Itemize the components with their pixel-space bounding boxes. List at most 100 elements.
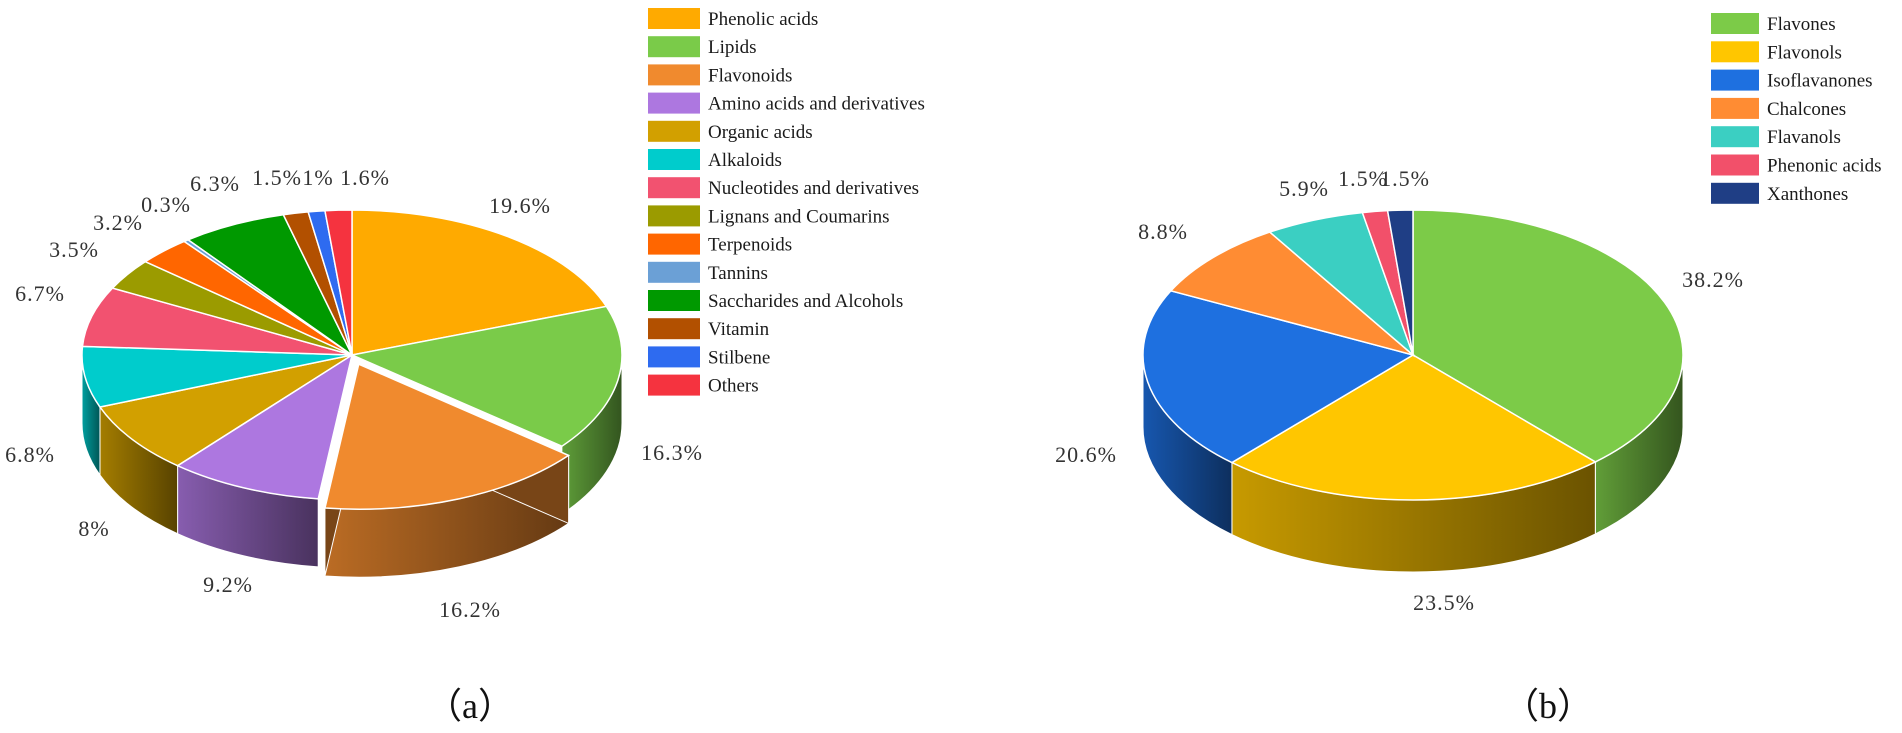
legend-swatch xyxy=(648,374,700,396)
pie-chart-a: 19.6% 16.3% 16.2% 9.2% 8% 6.8% 6.7% 3.5%3.2%0.3… xyxy=(5,8,925,726)
legend-b: Flavones Flavonols Isoflavanones Chalcones F… xyxy=(1711,13,1882,205)
data-label-saccharides-and-alcohols: 6.3% xyxy=(190,171,240,196)
data-label-isoflavanones: 20.6% xyxy=(1055,442,1117,467)
data-label-organic-acids: 8% xyxy=(78,516,109,541)
slice-flavonoids xyxy=(324,363,571,510)
data-label-amino-acids-and-derivatives: 9.2% xyxy=(203,572,253,597)
legend-label: Others xyxy=(708,376,759,397)
slice-xanthones xyxy=(1386,209,1414,356)
slice-isoflavanones xyxy=(1142,289,1415,464)
slice-amino-acids-and-derivatives xyxy=(176,353,354,500)
legend-label: Flavones xyxy=(1767,14,1836,35)
legend-label: Flavanols xyxy=(1767,127,1841,148)
data-label-flavonoids: 16.2% xyxy=(439,597,501,622)
legend-label: Terpenoids xyxy=(708,235,792,256)
data-label-chalcones: 8.8% xyxy=(1138,219,1188,244)
legend-item-phenolic-acids: Phenolic acids xyxy=(648,8,818,30)
legend-label: Phenolic acids xyxy=(708,9,818,30)
pie-chart-b: 38.2%23.5%20.6%8.8%5.9% 1.5%1.5%FlavonesF… xyxy=(1055,13,1882,726)
legend-swatch xyxy=(1711,97,1759,119)
data-label-xanthones: 1.5% xyxy=(1380,166,1430,191)
legend-item-flavonoids: Flavonoids xyxy=(648,64,792,86)
legend-label: Vitamin xyxy=(708,319,770,340)
legend-item-alkaloids: Alkaloids xyxy=(648,149,782,171)
legend-item-chalcones: Chalcones xyxy=(1711,97,1846,120)
data-label-flavonols: 23.5% xyxy=(1413,590,1475,615)
legend-label: Tannins xyxy=(708,263,768,284)
legend-swatch xyxy=(648,233,700,255)
legend-swatch xyxy=(648,92,700,114)
legend-swatch xyxy=(1711,13,1759,34)
legend-a: Phenolic acids Lipids Flavonoids Amino acid… xyxy=(648,8,925,397)
data-label-vitamin: 1.5% xyxy=(252,165,302,190)
legend-swatch xyxy=(1711,69,1759,91)
legend-swatch xyxy=(1711,126,1759,148)
legend-label: Organic acids xyxy=(708,122,813,143)
legend-swatch xyxy=(648,36,700,58)
panel-label-a: （a） xyxy=(426,686,514,726)
legend-item-saccharides-and-alcohols: Saccharides and Alcohols xyxy=(648,290,903,312)
legend-label: Flavonols xyxy=(1767,42,1842,63)
slice-chalcones xyxy=(1169,231,1414,356)
data-label-others: 1.6% xyxy=(340,165,390,190)
legend-swatch xyxy=(648,318,700,340)
legend-item-organic-acids: Organic acids xyxy=(648,120,813,143)
slice-others xyxy=(324,209,353,356)
legend-swatch xyxy=(648,120,700,142)
data-label-nucleotides-and-derivatives: 6.7% xyxy=(15,281,65,306)
legend-label: Amino acids and derivatives xyxy=(708,94,925,115)
legend-label: Stilbene xyxy=(708,347,770,368)
data-label-flavones: 38.2% xyxy=(1682,267,1744,292)
legend-item-lipids: Lipids xyxy=(648,36,757,58)
legend-label: Flavonoids xyxy=(708,65,792,86)
legend-item-tannins: Tannins xyxy=(648,261,768,284)
legend-item-amino-acids-and-derivatives: Amino acids and derivatives xyxy=(648,92,925,115)
legend-label: Alkaloids xyxy=(708,150,782,171)
legend-label: Chalcones xyxy=(1767,99,1846,120)
slice-flavones xyxy=(1412,209,1684,463)
data-label-alkaloids: 6.8% xyxy=(5,442,55,467)
legend-swatch xyxy=(648,8,700,29)
slice-alkaloids xyxy=(81,345,353,408)
slice-phenolic-acids xyxy=(351,209,608,356)
slice-lipids xyxy=(349,305,623,448)
data-label-phenonic-acids: 1.5% xyxy=(1338,166,1388,191)
legend-item-vitamin: Vitamin xyxy=(648,318,770,340)
data-label-lipids: 16.3% xyxy=(641,440,703,465)
data-label-stilbene: 1% xyxy=(302,165,333,190)
legend-item-terpenoids: Terpenoids xyxy=(648,233,792,256)
data-label-tannins: 0.3% xyxy=(141,192,191,217)
legend-label: Lipids xyxy=(708,37,757,58)
legend-item-isoflavanones: Isoflavanones xyxy=(1711,69,1873,92)
legend-item-stilbene: Stilbene xyxy=(648,346,770,368)
data-label-lignans-and-coumarins: 3.5% xyxy=(49,237,99,262)
legend-swatch xyxy=(648,346,700,368)
data-label-terpenoids: 3.2% xyxy=(93,210,143,235)
legend-label: Phenonic acids xyxy=(1767,156,1882,177)
legend-swatch xyxy=(648,205,700,227)
legend-swatch xyxy=(648,64,700,86)
panel-label-b: （b） xyxy=(1503,686,1593,726)
legend-item-lignans-and-coumarins: Lignans and Coumarins xyxy=(648,205,890,227)
legend-swatch xyxy=(648,149,700,170)
slice-nucleotides-and-derivatives xyxy=(81,287,353,356)
legend-item-phenonic-acids: Phenonic acids xyxy=(1711,154,1882,177)
slice-flavonols xyxy=(1230,354,1597,501)
legend-swatch xyxy=(648,177,700,199)
legend-swatch xyxy=(1711,41,1759,63)
legend-swatch xyxy=(1711,182,1759,204)
legend-swatch xyxy=(1711,154,1759,176)
legend-label: Saccharides and Alcohols xyxy=(708,291,903,312)
legend-item-flavonols: Flavonols xyxy=(1711,41,1842,63)
legend-swatch xyxy=(648,290,700,311)
legend-swatch xyxy=(648,261,700,283)
legend-item-flavones: Flavones xyxy=(1711,13,1836,35)
legend-item-others: Others xyxy=(648,374,759,397)
legend-label: Nucleotides and derivatives xyxy=(708,178,919,199)
legend-label: Lignans and Coumarins xyxy=(708,206,890,227)
legend-label: Xanthones xyxy=(1767,184,1848,205)
data-label-phenolic-acids: 19.6% xyxy=(489,193,551,218)
data-label-flavanols: 5.9% xyxy=(1279,176,1329,201)
legend-item-nucleotides-and-derivatives: Nucleotides and derivatives xyxy=(648,177,919,199)
